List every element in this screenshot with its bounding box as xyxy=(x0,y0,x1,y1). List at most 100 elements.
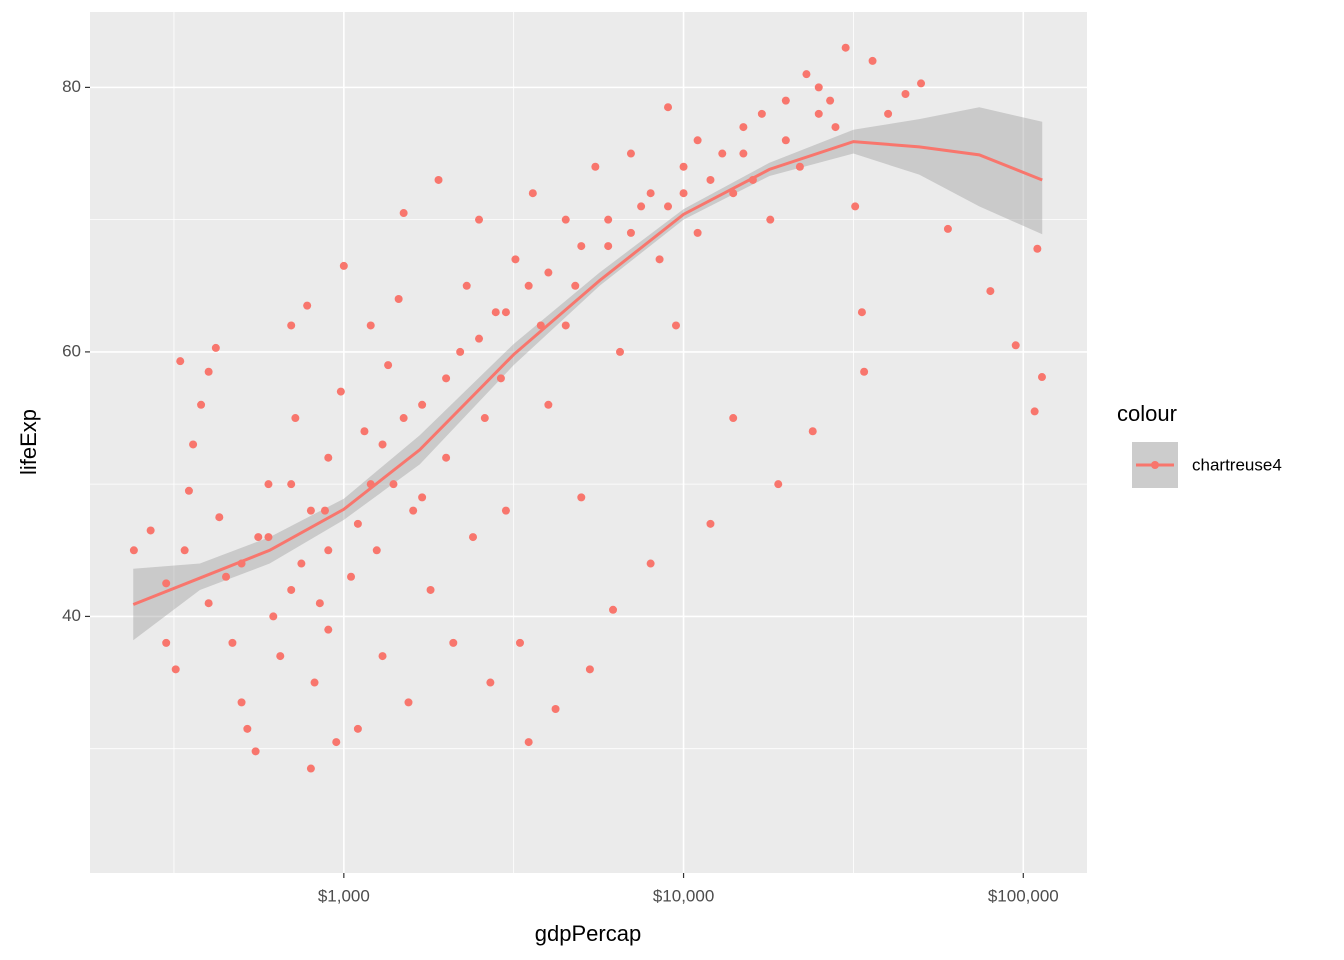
point xyxy=(480,414,489,423)
y-tick-label: 80 xyxy=(62,77,81,96)
point xyxy=(409,506,418,515)
point xyxy=(544,400,553,409)
point xyxy=(626,228,635,237)
point xyxy=(646,559,655,568)
point xyxy=(901,90,910,98)
point xyxy=(1033,244,1042,253)
point xyxy=(237,698,246,707)
point xyxy=(841,43,850,52)
point xyxy=(551,705,560,713)
point xyxy=(604,242,613,251)
point xyxy=(591,162,600,171)
point xyxy=(831,123,840,132)
point xyxy=(310,678,319,687)
point xyxy=(332,738,341,747)
point xyxy=(215,513,224,522)
point xyxy=(808,427,817,436)
point xyxy=(384,361,393,370)
point xyxy=(320,506,329,515)
point xyxy=(524,281,533,290)
point xyxy=(389,480,398,489)
point xyxy=(287,480,296,489)
point xyxy=(204,367,213,376)
point xyxy=(171,665,180,674)
point xyxy=(706,175,715,184)
point xyxy=(243,724,252,733)
point xyxy=(826,96,835,105)
point xyxy=(475,215,484,224)
smooth-line xyxy=(132,140,1043,606)
point xyxy=(679,189,688,198)
point xyxy=(515,638,524,647)
point xyxy=(264,480,273,489)
point xyxy=(664,202,673,211)
point xyxy=(851,202,860,211)
point xyxy=(781,96,790,105)
point xyxy=(303,301,312,310)
point xyxy=(297,559,306,568)
point xyxy=(353,519,362,528)
point xyxy=(418,400,427,409)
point xyxy=(228,638,237,647)
point xyxy=(766,215,775,224)
point xyxy=(306,764,315,773)
point xyxy=(276,652,285,661)
point xyxy=(739,123,748,132)
point xyxy=(366,321,375,330)
point xyxy=(943,224,952,233)
point xyxy=(496,374,505,383)
point xyxy=(291,414,300,423)
point xyxy=(693,136,702,145)
confidence-band xyxy=(133,107,1043,641)
point xyxy=(184,486,193,495)
point xyxy=(339,261,348,270)
point xyxy=(802,70,811,79)
point xyxy=(462,281,471,290)
point xyxy=(571,281,580,290)
point xyxy=(528,189,537,198)
point xyxy=(264,533,273,542)
point xyxy=(162,579,171,588)
point xyxy=(306,506,315,515)
point xyxy=(655,255,664,264)
point xyxy=(129,546,138,555)
legend-point xyxy=(1151,461,1159,469)
point xyxy=(399,414,408,423)
point xyxy=(679,162,688,171)
point xyxy=(287,585,296,594)
point xyxy=(456,347,465,356)
point xyxy=(251,747,260,756)
point xyxy=(197,400,206,409)
point xyxy=(501,506,510,515)
point xyxy=(536,321,545,330)
point xyxy=(795,162,804,171)
legend-title: colour xyxy=(1117,401,1177,426)
point xyxy=(404,698,413,707)
point xyxy=(287,321,296,330)
point xyxy=(254,533,263,542)
point xyxy=(729,414,738,423)
point xyxy=(372,546,381,555)
point xyxy=(426,585,435,594)
x-tick-label: $1,000 xyxy=(318,886,370,905)
point xyxy=(491,308,500,317)
point xyxy=(718,149,727,158)
point xyxy=(577,242,586,251)
point xyxy=(360,427,369,436)
point xyxy=(378,652,387,661)
point xyxy=(442,453,451,462)
point xyxy=(739,149,748,158)
point xyxy=(671,321,680,330)
point xyxy=(757,109,766,118)
point xyxy=(501,308,510,317)
point xyxy=(347,572,356,581)
point xyxy=(486,678,495,687)
point xyxy=(868,56,877,65)
point xyxy=(577,493,586,502)
point xyxy=(1037,373,1046,382)
point xyxy=(1011,341,1020,350)
point xyxy=(324,625,333,634)
point xyxy=(986,287,995,296)
point xyxy=(162,638,171,647)
